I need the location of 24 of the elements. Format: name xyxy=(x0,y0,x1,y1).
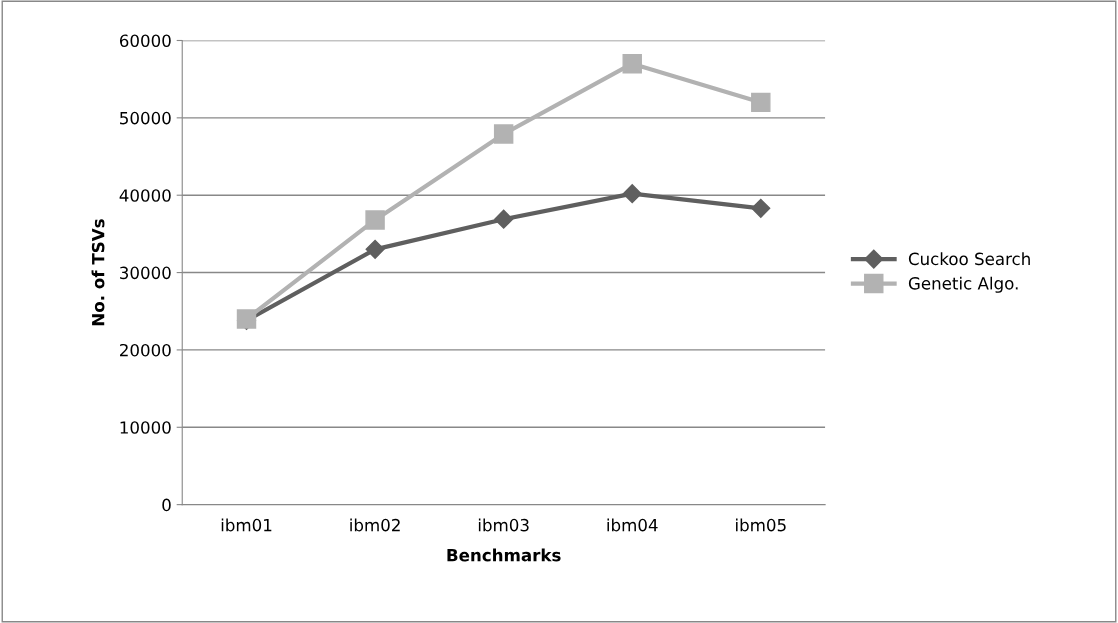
point xyxy=(494,209,514,229)
point xyxy=(365,210,385,230)
legend-label: Genetic Algo. xyxy=(908,276,1018,293)
y-tick-label: 50000 xyxy=(120,111,171,125)
point xyxy=(622,53,642,74)
y-tick-label: 60000 xyxy=(119,34,171,48)
x-tick-label: ibm05 xyxy=(736,518,786,532)
point xyxy=(751,198,771,218)
point xyxy=(622,184,642,204)
point xyxy=(751,92,771,113)
y-tick-label: 0 xyxy=(162,498,171,512)
x-axis-title: Benchmarks xyxy=(447,548,561,562)
point xyxy=(365,239,385,259)
legend-label: Cuckoo Search xyxy=(908,252,1030,266)
y-tick-label: 20000 xyxy=(120,343,171,357)
x-tick-label: ibm04 xyxy=(607,518,658,532)
x-tick-label: ibm01 xyxy=(221,518,272,532)
y-tick-label: 10000 xyxy=(120,421,171,434)
point xyxy=(493,124,514,144)
y-tick-label: 40000 xyxy=(119,189,171,202)
x-tick-label: ibm02 xyxy=(350,518,400,532)
y-tick-label: 30000 xyxy=(120,266,171,280)
x-tick-label: ibm03 xyxy=(478,518,529,532)
y-axis-title: No. of TSVs xyxy=(91,219,105,326)
